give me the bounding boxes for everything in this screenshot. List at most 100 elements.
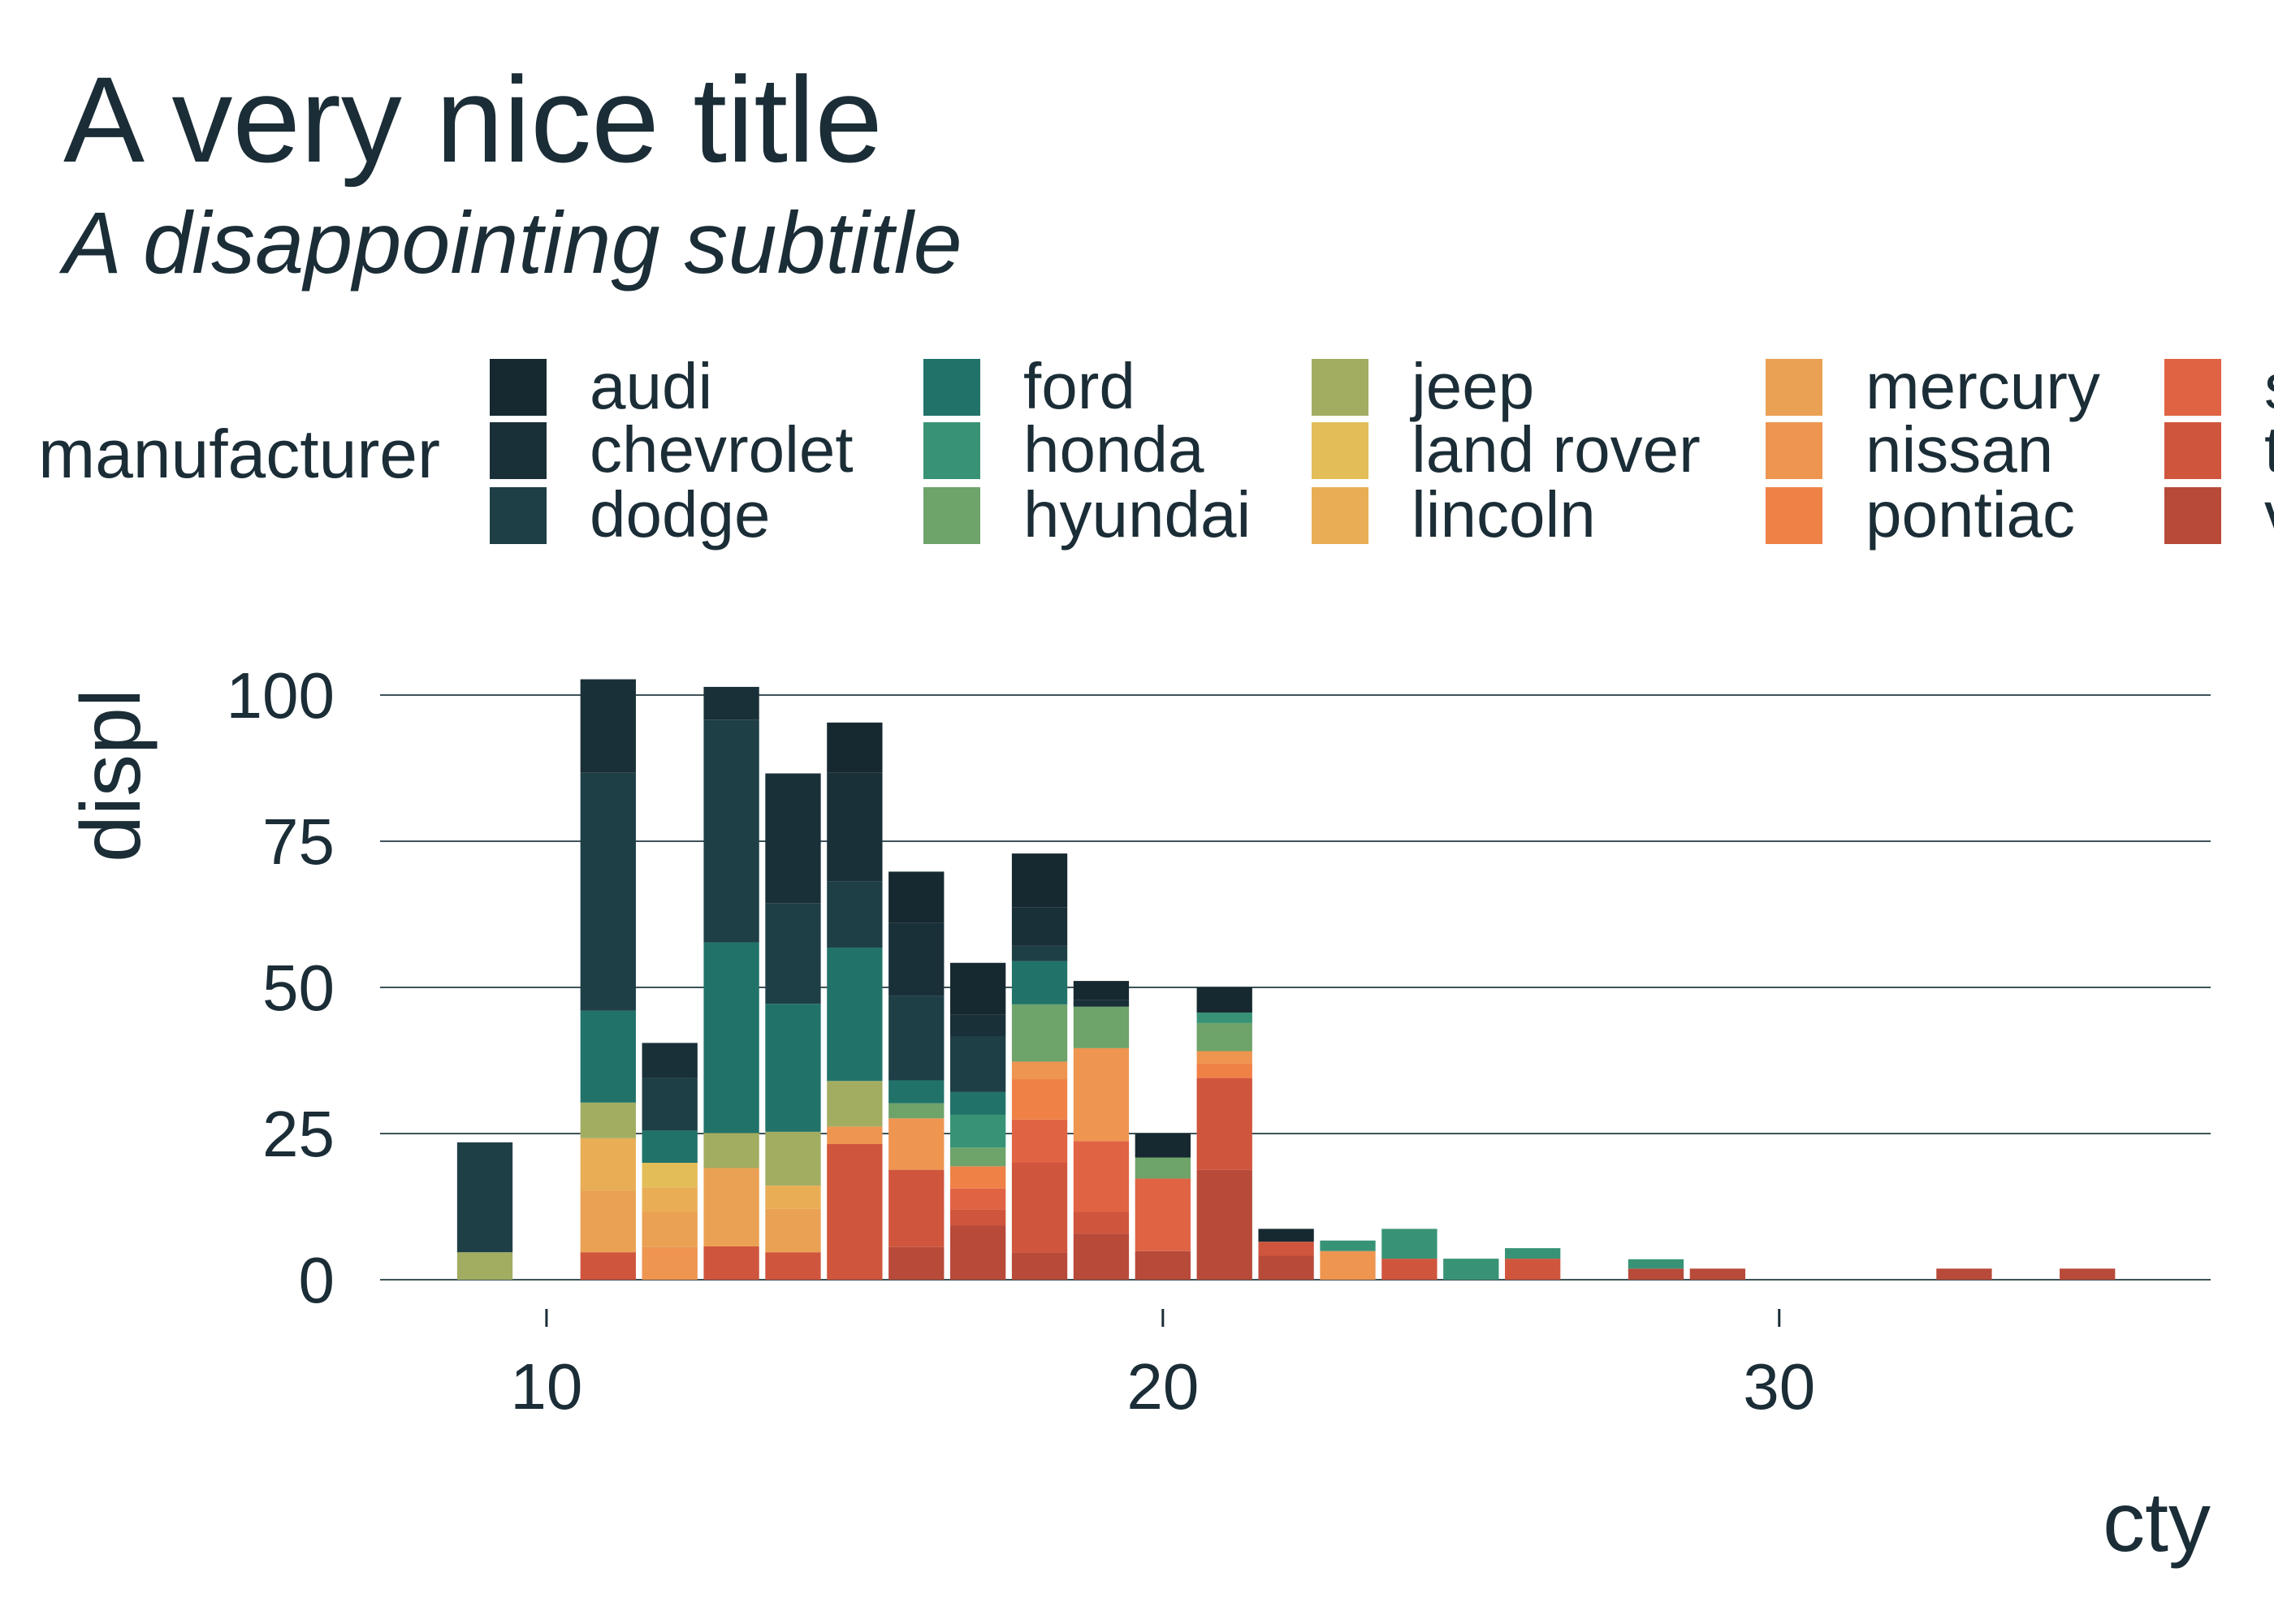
legend-swatch (2164, 487, 2221, 544)
bar-segment-dodge-17 (950, 1036, 1006, 1092)
legend-label: jeep (1410, 350, 1534, 422)
bar-segment-honda-28 (1628, 1259, 1684, 1269)
legend-item-volkswagen: v (2164, 478, 2274, 551)
bar-segment-subaru-20 (1135, 1178, 1191, 1251)
bar-stack-18 (1011, 853, 1068, 1280)
bar-segment-volkswagen-20 (1135, 1250, 1191, 1280)
bar-segment-volkswagen-33 (1936, 1268, 1992, 1280)
bar-segment-ford-15 (827, 948, 883, 1082)
legend-item-land-rover: land rover (1312, 413, 1701, 486)
bar-segment-chevrolet-18 (1011, 907, 1068, 946)
legend-swatch (490, 422, 547, 479)
legend-label: t (2264, 413, 2274, 486)
bar-segment-audi-16 (888, 871, 945, 923)
bar-segment-mercury-13 (703, 1168, 759, 1246)
y-tick-label: 0 (299, 1244, 335, 1316)
legend-label: honda (1023, 413, 1204, 486)
bar-segment-dodge-9 (456, 1142, 513, 1253)
legend-item-honda: honda (923, 413, 1204, 486)
bar-segment-toyota-21 (1196, 1078, 1252, 1170)
bar-segment-lincoln-11 (580, 1138, 636, 1191)
legend-swatch (2164, 422, 2221, 479)
bar-segment-honda-24 (1381, 1229, 1437, 1259)
y-tick-label: 25 (262, 1098, 335, 1170)
bar-stack-29 (1689, 1268, 1746, 1280)
legend-swatch (490, 359, 547, 416)
y-tick-label: 100 (227, 659, 335, 732)
bar-segment-audi-17 (950, 962, 1006, 1015)
bar-segment-ford-12 (642, 1130, 698, 1163)
bar-segment-nissan-16 (888, 1118, 945, 1170)
bar-segment-pontiac-18 (1011, 1079, 1068, 1120)
bar-segment-nissan-12 (642, 1246, 698, 1280)
legend-item-chevrolet: chevrolet (490, 413, 854, 486)
bar-segment-mercury-12 (642, 1212, 698, 1247)
bar-stack-14 (765, 773, 821, 1280)
bar-segment-subaru-19 (1073, 1141, 1130, 1212)
bar-segment-hyundai-16 (888, 1103, 945, 1119)
bar-segment-volkswagen-22 (1258, 1255, 1314, 1280)
bars (456, 679, 2116, 1280)
bar-segment-dodge-16 (888, 996, 945, 1081)
bar-segment-ford-18 (1011, 961, 1068, 1004)
bar-segment-volkswagen-17 (950, 1225, 1006, 1280)
bar-segment-nissan-15 (827, 1126, 883, 1144)
legend-label: audi (590, 350, 712, 422)
bar-segment-audi-15 (827, 722, 883, 773)
legend-label: pontiac (1865, 478, 2075, 551)
legend-title: manufacturer (38, 416, 440, 492)
bar-segment-toyota-16 (888, 1169, 945, 1247)
legend-label: s (2264, 350, 2274, 422)
bar-segment-volkswagen-35 (2060, 1268, 2116, 1280)
bar-segment-honda-25 (1443, 1259, 1499, 1280)
legend-item-pontiac: pontiac (1766, 478, 2075, 551)
bar-segment-audi-20 (1135, 1134, 1191, 1158)
bar-segment-toyota-14 (765, 1252, 821, 1280)
bar-segment-dodge-13 (703, 719, 759, 943)
legend-swatch (923, 359, 980, 416)
legend-swatch (923, 487, 980, 544)
bar-segment-mercury-14 (765, 1208, 821, 1253)
bar-stack-24 (1381, 1229, 1437, 1280)
legend-item-mercury: mercury (1766, 350, 2100, 422)
bar-segment-chevrolet-11 (580, 679, 636, 773)
legend-item-jeep: jeep (1312, 350, 1534, 422)
bar-segment-pontiac-17 (950, 1166, 1006, 1189)
bar-segment-honda-26 (1505, 1248, 1561, 1259)
bar-segment-hyundai-18 (1011, 1004, 1068, 1062)
bar-segment-lincoln-14 (765, 1186, 821, 1209)
bar-stack-26 (1505, 1248, 1561, 1280)
bar-segment-ford-11 (580, 1010, 636, 1103)
bar-stack-15 (827, 722, 883, 1280)
bar-segment-toyota-18 (1011, 1163, 1068, 1253)
bar-segment-chevrolet-14 (765, 773, 821, 904)
bar-segment-ford-14 (765, 1004, 821, 1132)
legend-swatch (1312, 487, 1368, 544)
bar-segment-chevrolet-16 (888, 922, 945, 996)
bar-segment-nissan-23 (1320, 1250, 1376, 1280)
bar-segment-toyota-22 (1258, 1242, 1314, 1256)
legend-swatch (923, 422, 980, 479)
bar-segment-chevrolet-12 (642, 1043, 698, 1078)
bar-segment-volkswagen-18 (1011, 1252, 1068, 1280)
legend-item-toyota: t (2164, 413, 2274, 486)
bar-segment-mercury-11 (580, 1190, 636, 1253)
legend-swatch (1766, 487, 1822, 544)
legend-label: hyundai (1023, 478, 1251, 551)
bar-segment-toyota-17 (950, 1209, 1006, 1226)
y-axis-title: displ (64, 689, 158, 862)
bar-segment-pontiac-21 (1196, 1063, 1252, 1078)
legend-item-lincoln: lincoln (1312, 478, 1596, 551)
bar-stack-33 (1936, 1268, 1992, 1280)
bar-segment-volkswagen-19 (1073, 1233, 1130, 1280)
bar-segment-toyota-26 (1505, 1259, 1561, 1280)
legend-label: lincoln (1412, 478, 1596, 551)
bar-segment-ford-16 (888, 1080, 945, 1104)
legend-item-audi: audi (490, 350, 712, 422)
y-tick-label: 50 (262, 952, 335, 1024)
legend-label: land rover (1412, 413, 1701, 486)
bar-segment-dodge-14 (765, 903, 821, 1004)
bar-segment-hyundai-20 (1135, 1157, 1191, 1179)
bar-segment-jeep-14 (765, 1131, 821, 1186)
